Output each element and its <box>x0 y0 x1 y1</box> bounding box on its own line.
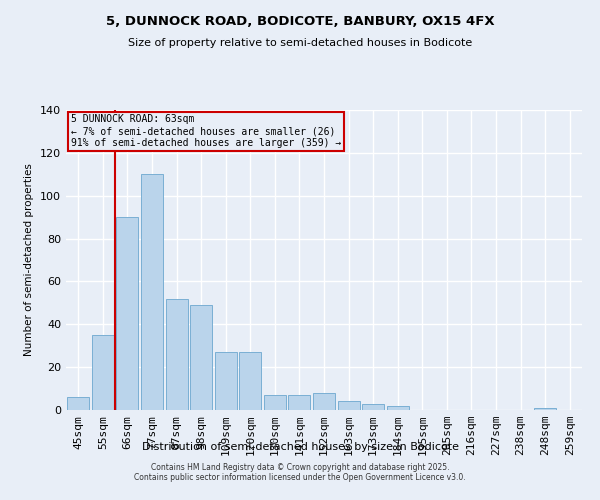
Bar <box>386 406 409 410</box>
Y-axis label: Number of semi-detached properties: Number of semi-detached properties <box>25 164 34 356</box>
Bar <box>338 402 359 410</box>
Bar <box>190 305 212 410</box>
Bar <box>239 352 262 410</box>
Text: 5, DUNNOCK ROAD, BODICOTE, BANBURY, OX15 4FX: 5, DUNNOCK ROAD, BODICOTE, BANBURY, OX15… <box>106 15 494 28</box>
Bar <box>166 298 188 410</box>
Bar <box>92 335 114 410</box>
Bar <box>289 395 310 410</box>
Bar <box>215 352 237 410</box>
Text: 5 DUNNOCK ROAD: 63sqm
← 7% of semi-detached houses are smaller (26)
91% of semi-: 5 DUNNOCK ROAD: 63sqm ← 7% of semi-detac… <box>71 114 341 148</box>
Text: Distribution of semi-detached houses by size in Bodicote: Distribution of semi-detached houses by … <box>142 442 458 452</box>
Text: Contains HM Land Registry data © Crown copyright and database right 2025.
Contai: Contains HM Land Registry data © Crown c… <box>134 463 466 482</box>
Bar <box>67 397 89 410</box>
Bar <box>534 408 556 410</box>
Bar <box>264 395 286 410</box>
Bar <box>141 174 163 410</box>
Bar <box>116 217 139 410</box>
Text: Size of property relative to semi-detached houses in Bodicote: Size of property relative to semi-detach… <box>128 38 472 48</box>
Bar <box>313 393 335 410</box>
Bar <box>362 404 384 410</box>
